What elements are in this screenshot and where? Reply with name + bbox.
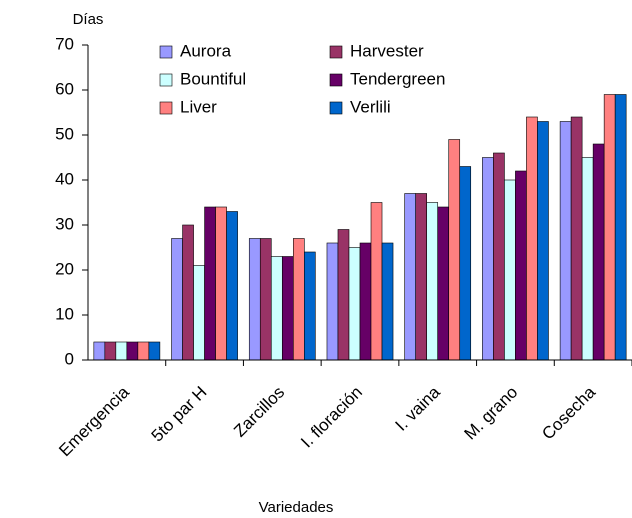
bar — [448, 139, 461, 361]
bar — [171, 238, 183, 361]
bar — [603, 94, 616, 361]
x-tick-label: I. floración — [297, 383, 366, 452]
bar — [426, 202, 439, 361]
legend-swatch — [159, 101, 173, 115]
bar — [459, 166, 472, 361]
bar — [614, 94, 627, 361]
x-tick-label: Zarcillos — [230, 383, 288, 441]
bar — [93, 341, 106, 361]
y-tick-label: 60 — [55, 79, 74, 98]
bar — [137, 341, 150, 361]
bar — [204, 206, 216, 361]
legend-swatch — [159, 73, 173, 87]
x-tick-label: Cosecha — [538, 382, 599, 443]
bar — [104, 341, 117, 361]
x-tick-label: I. vaina — [392, 382, 445, 435]
bar — [537, 121, 549, 361]
x-tick-label: Emergencia — [55, 382, 133, 460]
bar — [482, 157, 494, 361]
legend-label: Liver — [180, 97, 217, 116]
bar — [226, 211, 238, 361]
bar — [581, 157, 594, 361]
bar — [359, 242, 372, 361]
legend-swatch — [329, 73, 343, 87]
y-tick-label: 10 — [55, 304, 74, 323]
bar — [415, 193, 428, 361]
bar — [270, 256, 283, 361]
legend-swatch — [329, 45, 343, 59]
bar — [404, 193, 416, 361]
bar — [370, 202, 383, 361]
legend-label: Verlili — [350, 97, 391, 116]
bar — [259, 238, 272, 361]
y-tick-label: 50 — [55, 124, 74, 143]
legend-label: Tendergreen — [350, 69, 445, 88]
bar — [182, 224, 194, 361]
y-axis-title: Días — [73, 11, 104, 28]
bar — [304, 251, 316, 361]
bar — [493, 152, 505, 361]
x-tick-label: M. grano — [461, 383, 522, 444]
bar — [115, 341, 128, 361]
bar — [215, 206, 227, 361]
bar — [292, 238, 305, 361]
y-tick-label: 40 — [55, 169, 74, 188]
legend-swatch — [329, 101, 343, 115]
bar — [526, 116, 538, 361]
bar — [281, 256, 294, 361]
bar — [381, 242, 394, 361]
bar — [148, 341, 161, 361]
bar — [592, 143, 605, 361]
x-tick-label: 5to par H — [148, 383, 211, 446]
legend-label: Harvester — [350, 41, 424, 60]
x-axis-title: Variedades — [259, 499, 334, 516]
bar — [126, 341, 139, 361]
y-tick-label: 0 — [65, 349, 74, 368]
bar — [570, 116, 583, 361]
bar — [559, 121, 572, 361]
bar — [348, 247, 361, 361]
bar — [337, 229, 350, 361]
y-tick-label: 20 — [55, 259, 74, 278]
legend-label: Bountiful — [180, 69, 246, 88]
y-tick-label: 30 — [55, 214, 74, 233]
legend-swatch — [159, 45, 173, 59]
bar — [248, 238, 261, 361]
bar — [193, 265, 205, 361]
bar — [515, 170, 527, 361]
bar — [437, 206, 450, 361]
bar — [326, 242, 339, 361]
y-tick-label: 70 — [55, 34, 74, 53]
bar — [504, 179, 516, 361]
legend-label: Aurora — [180, 41, 232, 60]
